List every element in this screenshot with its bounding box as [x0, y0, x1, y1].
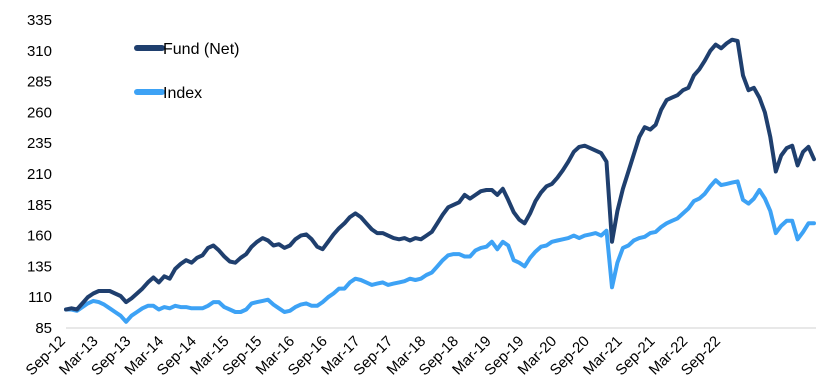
y-tick-label: 160 [27, 228, 52, 245]
legend-label: Index [163, 85, 202, 102]
y-tick-label: 135 [27, 258, 52, 275]
x-axis: Sep-12Mar-13Sep-13Mar-14Sep-14Mar-15Sep-… [23, 327, 816, 379]
y-tick-label: 185 [27, 197, 52, 214]
y-tick-label: 235 [27, 135, 52, 152]
y-tick-label: 85 [35, 320, 52, 337]
series-layer [64, 37, 816, 324]
y-tick-label: 260 [27, 104, 52, 121]
y-tick-label: 310 [27, 43, 52, 60]
legend: Fund (Net) Index [134, 41, 239, 102]
y-axis: 85 110 135 160 185 210 235 260 285 310 335 [27, 12, 52, 337]
y-tick-label: 285 [27, 74, 52, 91]
y-tick-label: 110 [28, 289, 52, 306]
series-line-fund-net [64, 37, 816, 312]
legend-label: Fund (Net) [163, 41, 239, 58]
y-tick-label: 210 [27, 166, 52, 183]
y-tick-label: 335 [27, 12, 52, 29]
series-line-index [64, 178, 816, 324]
